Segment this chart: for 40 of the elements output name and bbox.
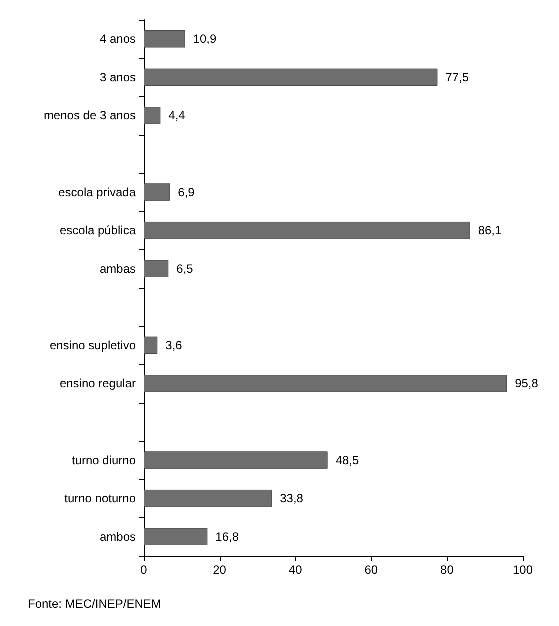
data-label: 33,8 bbox=[280, 492, 304, 506]
bar bbox=[144, 68, 438, 86]
data-label: 10,9 bbox=[193, 32, 217, 46]
y-tick-label: escola pública bbox=[60, 224, 136, 238]
data-label: 48,5 bbox=[336, 453, 360, 468]
y-tick-label: ambas bbox=[100, 262, 136, 276]
y-tick-label: escola privada bbox=[58, 185, 136, 200]
x-tick-label: 0 bbox=[140, 563, 148, 577]
y-tick-label: ambos bbox=[100, 530, 136, 544]
data-label: 6,9 bbox=[178, 185, 196, 200]
data-label: 95,8 bbox=[515, 376, 539, 391]
data-label: 3,6 bbox=[166, 338, 183, 352]
y-tick-label: turno diurno bbox=[72, 453, 136, 468]
data-label: 86,1 bbox=[478, 224, 502, 238]
bar bbox=[144, 528, 208, 546]
bar bbox=[144, 375, 508, 392]
x-tick-label: 60 bbox=[364, 563, 378, 577]
bar bbox=[144, 452, 328, 469]
y-tick-label: ensino supletivo bbox=[50, 338, 136, 352]
y-tick-label: 3 anos bbox=[100, 70, 136, 84]
y-tick-label: 4 anos bbox=[100, 32, 136, 46]
data-label: 77,5 bbox=[446, 70, 470, 84]
x-tick-label: 100 bbox=[512, 563, 534, 577]
bar bbox=[144, 107, 161, 124]
bar bbox=[144, 184, 170, 201]
bar bbox=[144, 222, 470, 240]
y-tick-label: turno noturno bbox=[64, 492, 136, 506]
data-label: 6,5 bbox=[176, 262, 194, 276]
bar bbox=[144, 490, 272, 508]
data-label: 16,8 bbox=[216, 530, 240, 544]
x-tick-label: 80 bbox=[440, 563, 454, 577]
bar bbox=[144, 30, 186, 48]
bar bbox=[144, 336, 158, 354]
bar bbox=[144, 260, 169, 278]
y-tick-label: ensino regular bbox=[60, 376, 136, 391]
source-note: Fonte: MEC/INEP/ENEM bbox=[28, 597, 162, 611]
x-tick-label: 20 bbox=[213, 563, 227, 577]
x-tick-label: 40 bbox=[288, 563, 303, 577]
data-label: 4,4 bbox=[168, 108, 186, 123]
y-tick-label: menos de 3 anos bbox=[44, 108, 136, 123]
